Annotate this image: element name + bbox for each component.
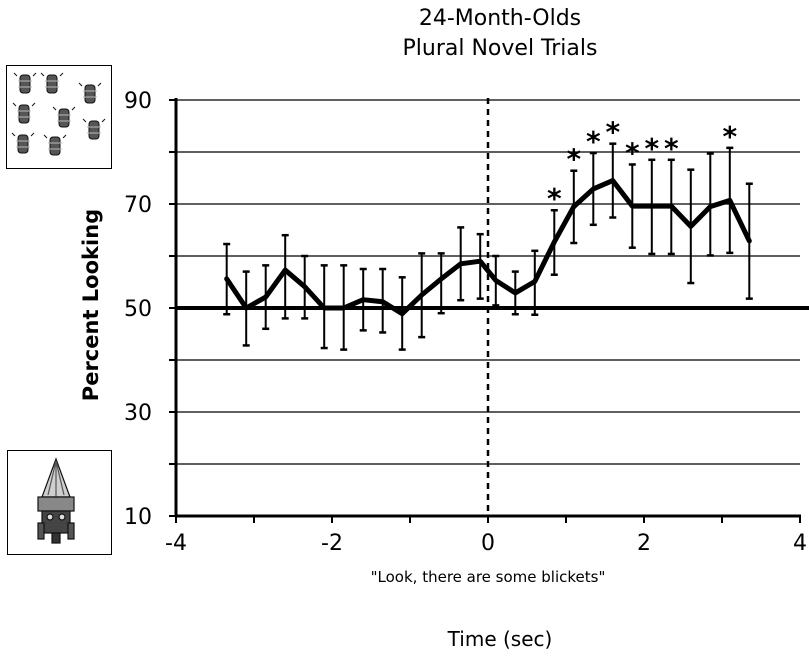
reference-lines (176, 98, 809, 516)
x-tick-label: -4 (165, 531, 187, 556)
x-tick-label: 0 (481, 531, 495, 556)
significance-asterisk: * (664, 132, 679, 165)
significance-asterisk: * (722, 120, 737, 153)
y-tick-label: 10 (124, 505, 152, 530)
significance-asterisk: * (625, 136, 640, 169)
significance-asterisk: * (566, 143, 581, 176)
x-tick-label: -2 (321, 531, 343, 556)
single-object-picture (7, 450, 112, 555)
x-axis-label: Time (sec) (447, 627, 553, 651)
y-tick-label: 90 (124, 89, 152, 114)
plural-object-picture (6, 65, 112, 169)
tick-labels: 10 30 50 70 90 -4 -2 0 2 4 (124, 89, 807, 556)
x-tick-label: 4 (793, 531, 807, 556)
x-tick-label: 2 (637, 531, 651, 556)
significance-marks: *** ** * * * (547, 116, 738, 216)
data-line (224, 178, 752, 317)
y-tick-label: 70 (124, 193, 152, 218)
significance-asterisk: * (644, 132, 659, 165)
significance-asterisk: * (547, 182, 562, 215)
chart-title: 24-Month-Olds (418, 6, 582, 31)
data-series-line (224, 178, 752, 317)
significance-asterisk: * (605, 116, 620, 149)
group-of-novel-objects-icon (11, 72, 106, 156)
y-tick-label: 30 (124, 401, 152, 426)
chart-subtitle: Plural Novel Trials (402, 36, 598, 61)
axes (169, 98, 801, 523)
x-axis-annotation: "Look, there are some blickets" (370, 568, 606, 586)
y-tick-label: 50 (124, 297, 152, 322)
single-novel-object-icon (37, 457, 75, 544)
significance-asterisk: * (586, 125, 601, 158)
